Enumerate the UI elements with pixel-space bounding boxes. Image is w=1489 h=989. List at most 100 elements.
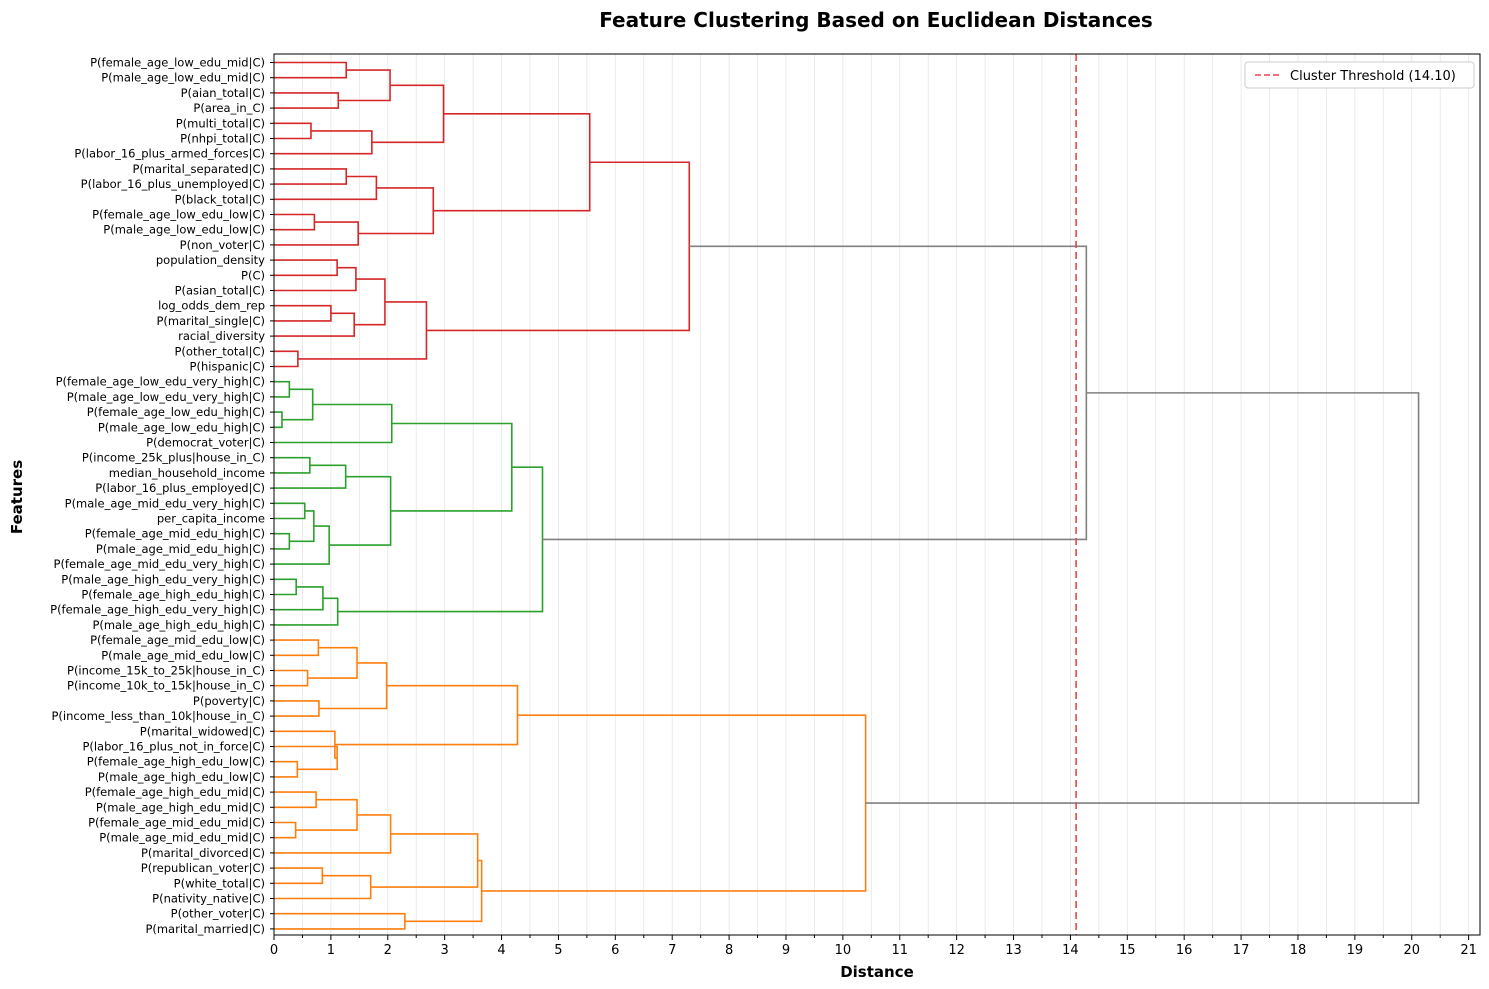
leaf-label: P(non_voter|C) xyxy=(180,238,265,252)
leaf-label: per_capita_income xyxy=(157,512,265,526)
dendrogram-link xyxy=(274,92,340,109)
dendrogram-link xyxy=(274,130,373,155)
dendrogram-link xyxy=(274,168,348,185)
dendrogram-link xyxy=(274,221,359,246)
dendrogram-link xyxy=(274,61,348,79)
dendrogram-link xyxy=(274,213,316,231)
leaf-label: P(female_age_mid_edu_low|C) xyxy=(90,633,265,647)
dendrogram-link xyxy=(274,175,378,201)
dendrogram-link xyxy=(274,380,291,398)
leaf-label: P(marital_divorced|C) xyxy=(141,846,265,860)
leaf-label: P(labor_16_plus_not_in_force|C) xyxy=(82,740,265,754)
x-tick-label: 11 xyxy=(891,943,908,958)
dendrogram-link xyxy=(274,814,392,854)
dendrogram-link xyxy=(338,69,391,102)
dendrogram-link xyxy=(274,259,338,277)
leaf-label: P(republican_voter|C) xyxy=(141,861,265,875)
dendrogram-link xyxy=(274,578,297,596)
y-axis-leaf-labels: P(female_age_low_edu_mid|C)P(male_age_lo… xyxy=(50,56,274,936)
dendrogram-link xyxy=(865,392,1420,804)
plot-frame xyxy=(273,53,1481,936)
dendrogram-link xyxy=(329,475,392,546)
x-tick-label: 4 xyxy=(497,943,505,958)
dendrogram-link xyxy=(274,502,306,520)
x-tick-label: 1 xyxy=(327,943,335,958)
dendrogram-link xyxy=(295,798,358,831)
leaf-label: P(black_total|C) xyxy=(175,192,265,206)
legend: Cluster Threshold (14.10) xyxy=(1244,61,1475,89)
leaf-label: P(hispanic|C) xyxy=(190,360,265,374)
dendrogram-link xyxy=(370,833,479,888)
dendrogram-link xyxy=(481,714,867,892)
dendrogram-link xyxy=(318,662,388,710)
leaf-label: P(democrat_voter|C) xyxy=(146,436,265,450)
leaf-label: P(C) xyxy=(241,268,265,282)
dendrogram-link xyxy=(274,867,324,885)
leaf-label: P(white_total|C) xyxy=(174,876,265,890)
leaf-label: P(multi_total|C) xyxy=(176,116,265,130)
dendrogram-link xyxy=(274,403,393,444)
dendrogram-link xyxy=(358,187,435,235)
dendrogram-link xyxy=(274,669,309,687)
x-axis-ticks: 0 1 2 3 4 5 6 7 8 9 10 11 12 13 14 15 16 17 18 19 20 21 xyxy=(270,935,1477,958)
x-tick-label: 8 xyxy=(725,943,733,958)
x-tick-label: 16 xyxy=(1176,943,1193,958)
dendrogram-link xyxy=(297,301,428,360)
leaf-label: P(labor_16_plus_employed|C) xyxy=(95,481,265,495)
x-tick-label: 7 xyxy=(668,943,676,958)
dendrogram-link xyxy=(274,532,291,550)
leaf-label: racial_diversity xyxy=(178,329,265,343)
x-axis-label: Distance xyxy=(840,963,914,981)
leaf-label: P(male_age_low_edu_low|C) xyxy=(103,223,265,237)
x-tick-label: 13 xyxy=(1005,943,1022,958)
leaf-label: P(marital_single|C) xyxy=(156,314,265,328)
leaf-label: P(aian_total|C) xyxy=(181,86,265,100)
dendrogram-link xyxy=(274,639,320,657)
dendrogram-link xyxy=(274,464,347,489)
leaf-label: P(female_age_low_edu_mid|C) xyxy=(90,56,265,70)
x-tick-label: 14 xyxy=(1062,943,1079,958)
dendrogram-link xyxy=(274,411,283,429)
leaf-label: P(male_age_low_edu_high|C) xyxy=(98,420,265,434)
leaf-label: P(poverty|C) xyxy=(193,694,265,708)
leaf-label: P(male_age_mid_edu_mid|C) xyxy=(99,831,265,845)
leaf-label: P(female_age_high_edu_mid|C) xyxy=(85,785,265,799)
leaf-label: P(marital_separated|C) xyxy=(132,162,265,176)
dendrogram-link xyxy=(274,597,339,626)
leaf-label: P(female_age_high_edu_low|C) xyxy=(87,755,265,769)
dendrogram-link xyxy=(274,266,357,292)
dendrogram-link xyxy=(334,684,519,746)
leaf-label: P(other_voter|C) xyxy=(171,907,265,921)
leaf-label: P(male_age_high_edu_high|C) xyxy=(92,618,265,632)
dendrogram-link xyxy=(274,122,312,140)
leaf-label: P(marital_widowed|C) xyxy=(140,724,265,738)
dendrogram-link xyxy=(433,113,591,212)
dendrogram-link xyxy=(274,525,330,565)
leaf-label: P(female_age_high_edu_very_high|C) xyxy=(50,603,265,617)
x-tick-label: 0 xyxy=(270,943,278,958)
dendrogram-link xyxy=(371,84,445,144)
leaf-label: P(income_less_than_10k|house_in_C) xyxy=(51,709,265,723)
dendrogram-link xyxy=(274,730,338,759)
leaf-label: median_household_income xyxy=(109,466,265,480)
dendrogram-link xyxy=(274,350,299,368)
grid-lines xyxy=(273,54,1470,935)
dendrogram-link xyxy=(274,700,320,717)
dendrogram-link xyxy=(281,388,314,421)
leaf-label: P(income_10k_to_15k|house_in_C) xyxy=(67,679,265,693)
leaf-label: P(labor_16_plus_armed_forces|C) xyxy=(74,147,265,161)
leaf-label: P(female_age_high_edu_high|C) xyxy=(81,588,265,602)
dendrogram-link xyxy=(354,278,386,326)
leaf-label: P(other_total|C) xyxy=(175,344,266,358)
x-tick-label: 19 xyxy=(1347,943,1364,958)
leaf-label: P(female_age_mid_edu_very_high|C) xyxy=(54,557,265,571)
dendrogram-link xyxy=(274,791,317,809)
x-tick-label: 15 xyxy=(1119,943,1136,958)
leaf-label: P(labor_16_plus_unemployed|C) xyxy=(81,177,265,191)
leaf-label: P(male_age_high_edu_mid|C) xyxy=(96,800,265,814)
dendrogram-link xyxy=(274,821,297,839)
leaf-label: P(male_age_low_edu_very_high|C) xyxy=(67,390,265,404)
leaf-label: P(male_age_low_edu_mid|C) xyxy=(101,71,265,85)
dendrogram-link xyxy=(307,646,358,679)
y-axis-label: Features xyxy=(8,460,26,534)
